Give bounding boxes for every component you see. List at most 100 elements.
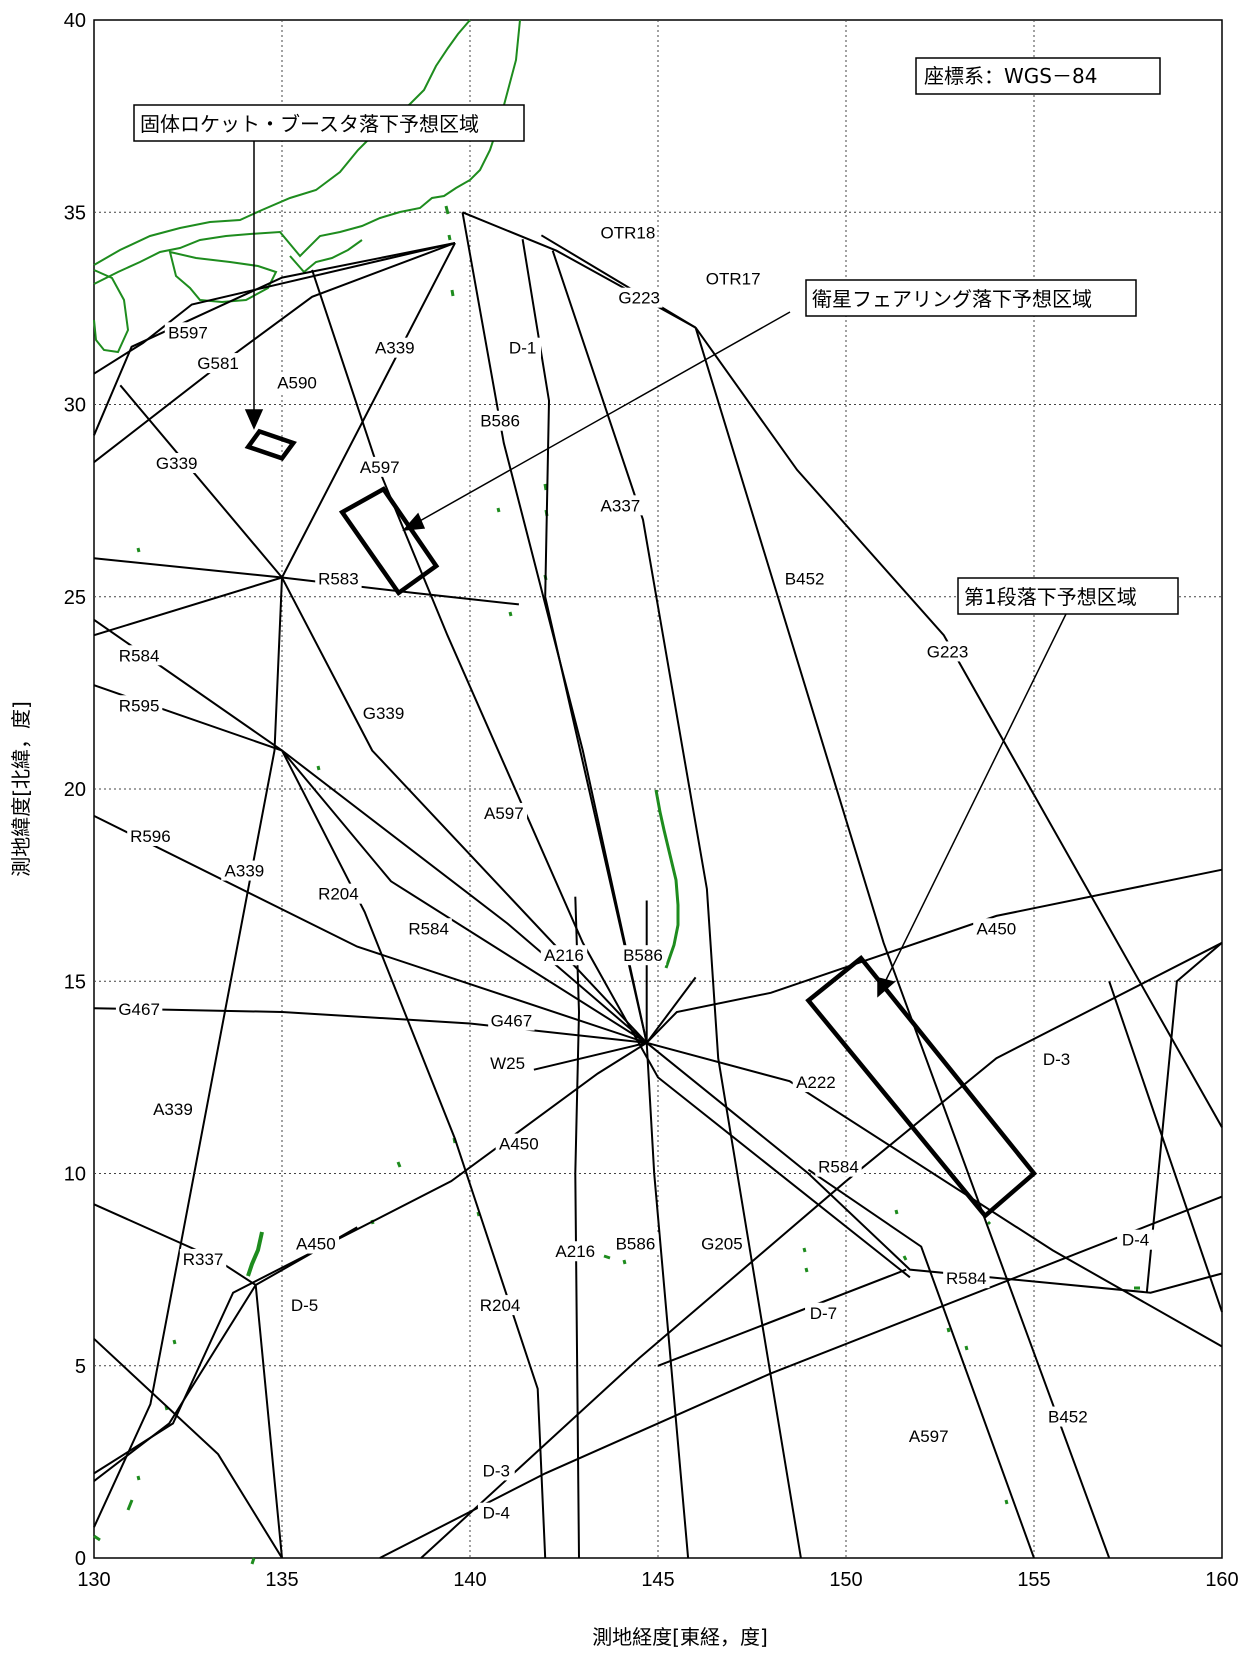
coastline — [93, 19, 1140, 1565]
coastline-palau-yap — [246, 1231, 264, 1277]
air-route — [540, 234, 697, 329]
y-tick-label: 15 — [64, 971, 86, 993]
route-label: R583 — [318, 569, 359, 588]
route-label-bg — [805, 1302, 842, 1323]
route-label: R337 — [183, 1250, 224, 1269]
route-label-bg — [815, 1156, 862, 1177]
route-label: D-5 — [291, 1296, 318, 1315]
air-route — [551, 250, 802, 1559]
callout-arrows — [244, 136, 1067, 998]
air-route — [93, 1007, 647, 1044]
air-route — [420, 941, 1223, 1559]
fairing-arrow-line — [417, 311, 791, 523]
route-label: R584 — [408, 919, 449, 938]
air-route — [1145, 942, 1223, 1293]
air-route — [93, 1203, 283, 1559]
air-route — [93, 242, 456, 463]
route-label: D-4 — [483, 1504, 510, 1523]
y-tick-label: 30 — [64, 395, 86, 417]
air-routes — [93, 211, 1223, 1559]
route-label-bg — [924, 641, 971, 662]
route-label: A222 — [796, 1073, 836, 1092]
route-label: A450 — [296, 1235, 336, 1254]
coastline-mariana-islands — [654, 789, 680, 969]
route-label-bg — [315, 883, 362, 904]
route-label: B586 — [623, 946, 663, 965]
route-label: R595 — [119, 696, 160, 715]
y-tick-label: 20 — [64, 779, 86, 801]
air-route — [93, 1338, 283, 1559]
route-label-bg — [1038, 1048, 1075, 1069]
route-label-bg — [115, 999, 163, 1020]
route-label-bg — [905, 1425, 952, 1446]
route-label: D-1 — [509, 339, 536, 358]
y-tick-label: 10 — [64, 1164, 86, 1186]
drop-zone-stage1 — [805, 955, 1038, 1220]
route-label-bg — [153, 453, 200, 474]
air-route — [645, 976, 697, 1044]
coastline-kyushu — [93, 269, 130, 354]
route-labels: OTR18 OTR17 G223 B597 G581 A590 A339 D-1 B586 G33… — [115, 222, 1154, 1523]
air-route — [119, 384, 648, 1044]
route-label-bg — [292, 1233, 340, 1254]
route-label-bg — [480, 802, 528, 823]
x-tick-label: 140 — [453, 1569, 486, 1591]
axis-ticks: 130 135 140 145 150 155 160 0 5 10 15 20 25 30 35 40 — [64, 10, 1239, 1591]
route-label: G339 — [156, 454, 198, 473]
route-label-bg — [781, 568, 828, 589]
route-label: A450 — [977, 919, 1017, 938]
route-label-bg — [619, 945, 667, 966]
route-label: R584 — [818, 1158, 859, 1177]
route-label: A337 — [601, 496, 641, 515]
route-label: G339 — [363, 704, 405, 723]
route-label: B586 — [616, 1235, 656, 1254]
air-route — [311, 269, 911, 1279]
y-axis-label: 測地緯度[北緯，度] — [9, 701, 33, 877]
route-label-bg — [286, 1295, 323, 1316]
route-label-bg — [115, 645, 163, 666]
coastline-scattered-islets — [93, 507, 1140, 1565]
route-label: A216 — [555, 1242, 595, 1261]
route-label-bg — [792, 1072, 840, 1093]
route-label-bg — [599, 222, 656, 243]
route-label-bg — [488, 1010, 535, 1031]
route-label: OTR18 — [601, 223, 656, 242]
route-label-bg — [115, 695, 163, 716]
srb-callout: 固体ロケット・ブースタ落下予想区域 — [133, 104, 525, 142]
route-label: R584 — [946, 1269, 987, 1288]
route-label: R596 — [130, 827, 171, 846]
route-label-bg — [597, 495, 644, 516]
y-tick-label: 25 — [64, 587, 86, 609]
route-label: A597 — [484, 804, 524, 823]
route-label: A339 — [225, 862, 265, 881]
route-label: G223 — [618, 289, 660, 308]
air-route — [379, 1195, 1223, 1559]
coastline-shikoku — [168, 250, 278, 304]
route-label-bg — [1117, 1229, 1154, 1250]
route-label: G467 — [491, 1012, 533, 1031]
route-label-bg — [476, 1295, 524, 1316]
route-label-bg — [127, 825, 174, 846]
route-label: A339 — [375, 339, 415, 358]
fairing-callout-label: 衛星フェアリング落下予想区域 — [812, 287, 1092, 311]
x-tick-label: 160 — [1205, 1569, 1238, 1591]
coastline-izu-islands — [444, 205, 455, 297]
y-tick-label: 35 — [64, 202, 86, 224]
air-route — [646, 1042, 1223, 1294]
route-label-bg — [221, 860, 268, 881]
srb-callout-label: 固体ロケット・ブースタ落下予想区域 — [140, 112, 479, 136]
srb-arrowhead — [244, 409, 264, 430]
air-route — [807, 1168, 1035, 1559]
route-label-bg — [973, 918, 1020, 939]
coordinate-system-box: 座標系：WGS－84 — [915, 57, 1161, 95]
route-label: A590 — [277, 373, 317, 392]
route-label-bg — [1044, 1406, 1092, 1427]
x-tick-label: 135 — [265, 1569, 298, 1591]
route-label: G581 — [197, 354, 239, 373]
route-label: OTR17 — [706, 269, 761, 288]
route-label-bg — [495, 1133, 543, 1154]
route-label-bg — [194, 353, 242, 374]
route-label-bg — [360, 702, 407, 723]
x-tick-label: 145 — [641, 1569, 674, 1591]
